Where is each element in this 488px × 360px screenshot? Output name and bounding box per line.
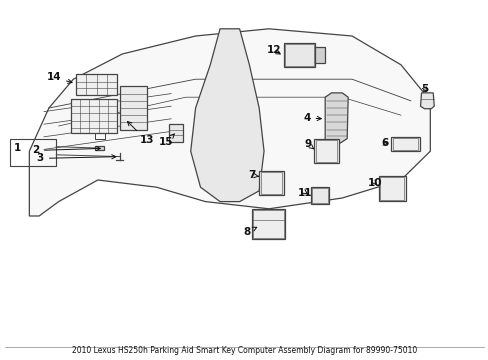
Text: 3: 3 (37, 153, 116, 163)
Text: 9: 9 (304, 139, 313, 149)
Text: 12: 12 (266, 45, 281, 55)
Bar (310, 187, 328, 204)
Text: 8: 8 (243, 227, 256, 237)
Polygon shape (29, 29, 429, 216)
Text: 4: 4 (303, 113, 321, 123)
Polygon shape (325, 93, 347, 144)
Bar (71, 99, 117, 133)
Bar (120, 86, 146, 130)
Bar (253, 210, 283, 238)
Bar (76, 74, 117, 95)
Bar (392, 138, 417, 150)
Text: 7: 7 (247, 170, 258, 180)
Bar (259, 171, 283, 195)
Bar (260, 172, 282, 194)
Bar (390, 137, 419, 151)
Bar (10, 139, 56, 166)
Bar (95, 146, 104, 150)
Text: 6: 6 (381, 138, 388, 148)
Text: 14: 14 (46, 72, 72, 84)
Bar (283, 43, 315, 67)
Bar (251, 209, 285, 239)
Text: 10: 10 (367, 178, 382, 188)
Text: 15: 15 (159, 134, 174, 147)
Bar (380, 177, 404, 200)
Text: 2: 2 (32, 145, 100, 156)
Text: 13: 13 (127, 122, 154, 145)
Polygon shape (190, 29, 264, 202)
Bar (311, 188, 327, 203)
Bar (315, 140, 337, 162)
Bar (314, 139, 338, 163)
Bar (284, 44, 314, 66)
Bar (378, 176, 405, 201)
Text: 2010 Lexus HS250h Parking Aid Smart Key Computer Assembly Diagram for 89990-7501: 2010 Lexus HS250h Parking Aid Smart Key … (72, 346, 416, 355)
Polygon shape (420, 93, 433, 109)
Text: 5: 5 (421, 84, 428, 94)
Text: 11: 11 (298, 188, 312, 198)
Bar (168, 124, 183, 142)
Text: 1: 1 (14, 143, 21, 153)
Bar (315, 47, 325, 63)
